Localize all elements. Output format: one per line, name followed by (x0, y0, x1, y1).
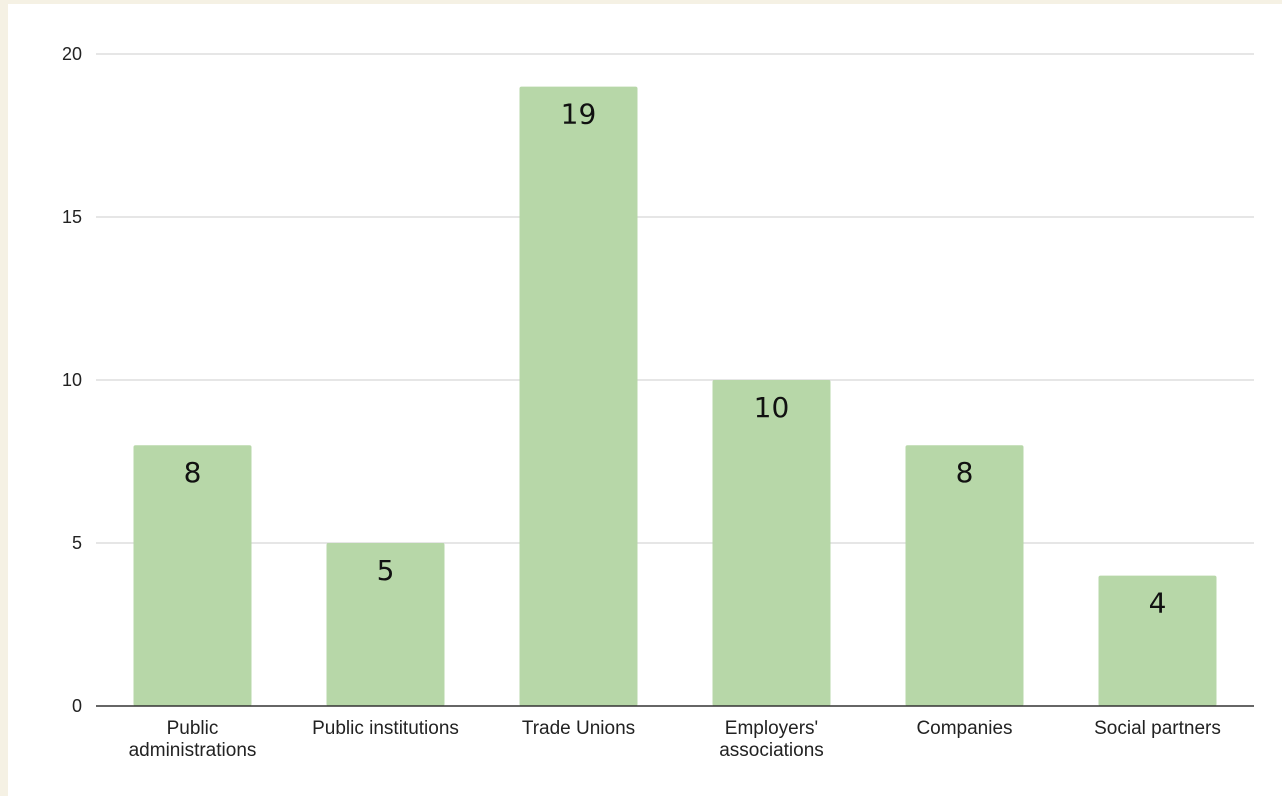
bar (133, 445, 252, 706)
y-tick-label: 15 (62, 207, 82, 227)
bar (1098, 575, 1217, 706)
y-tick-label: 0 (72, 696, 82, 716)
x-tick-label: Trade Unions (522, 718, 635, 739)
x-tick-label: Companies (916, 718, 1012, 739)
x-tick-label-line: Social partners (1094, 718, 1221, 739)
x-tick-label: Public administrations (129, 718, 257, 761)
gridlines (96, 53, 1254, 544)
bar (519, 86, 638, 707)
bar (326, 543, 445, 706)
bars (133, 86, 1217, 707)
y-axis-tick-labels: 0 5 10 15 20 (62, 44, 82, 716)
x-tick-label-line: Public institutions (312, 718, 459, 739)
y-tick-label: 20 (62, 44, 82, 64)
data-label: 8 (956, 456, 974, 489)
x-tick-label-line: Trade Unions (522, 718, 635, 739)
y-tick-label: 5 (72, 533, 82, 553)
x-axis-category-labels: Public administrations Public institutions… (129, 718, 1221, 761)
x-tick-label: Public institutions (312, 718, 459, 739)
x-tick-label: Social partners (1094, 718, 1221, 739)
data-label: 8 (184, 456, 202, 489)
y-tick-label: 10 (62, 370, 82, 390)
data-label: 5 (377, 554, 395, 587)
x-tick-label-line: Companies (916, 718, 1012, 739)
data-label: 10 (754, 391, 790, 424)
bar (712, 380, 831, 706)
x-tick-label-line: administrations (129, 740, 257, 761)
data-label: 4 (1149, 587, 1167, 620)
x-tick-label: Employers' associations (719, 718, 824, 761)
bar (905, 445, 1024, 706)
x-tick-label-line: Employers' (725, 718, 818, 739)
x-tick-label-line: associations (719, 740, 824, 761)
x-tick-label-line: Public (167, 718, 219, 739)
data-labels: 8 5 19 10 8 4 (184, 98, 1167, 620)
data-label: 19 (561, 98, 597, 131)
